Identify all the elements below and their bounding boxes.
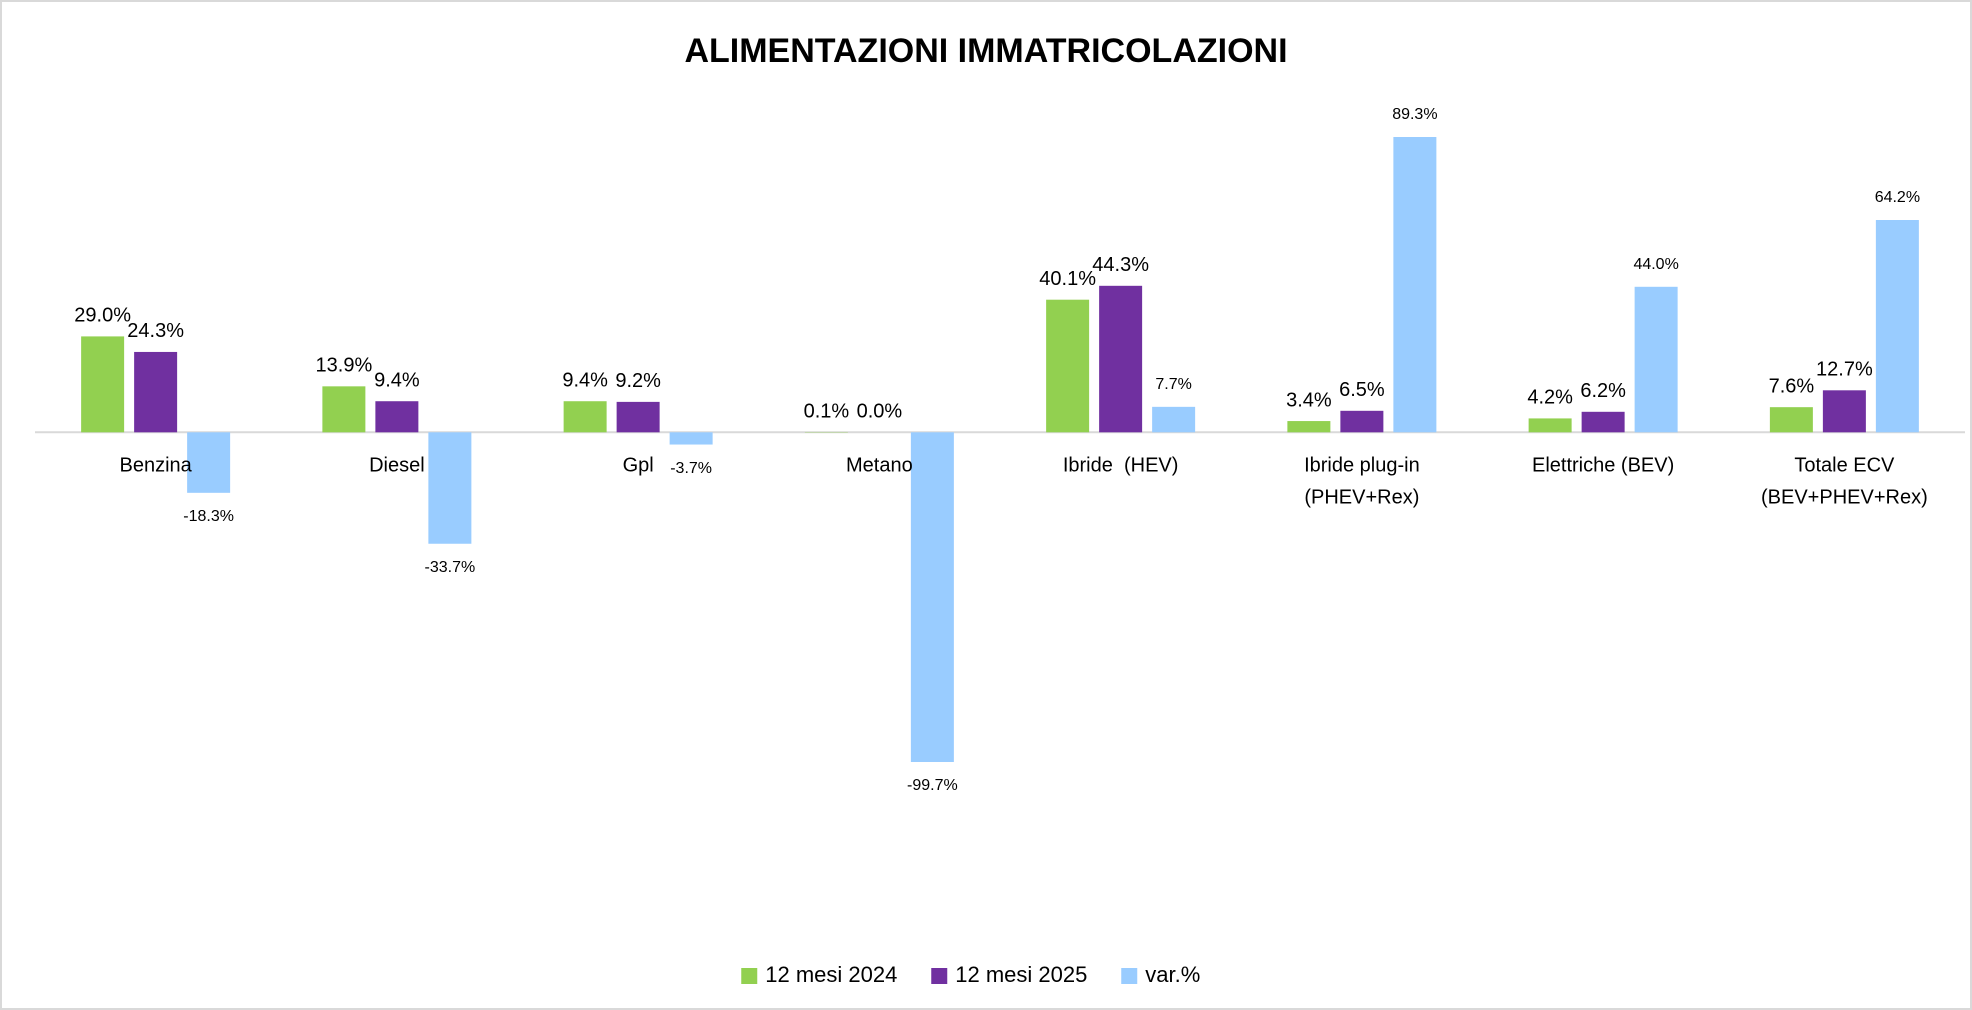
legend-label: var.% <box>1145 962 1200 987</box>
data-label: 9.4% <box>374 370 420 392</box>
x-tick-label: (BEV+PHEV+Rex) <box>1761 486 1928 508</box>
data-label: 6.2% <box>1580 380 1626 402</box>
data-label: 7.6% <box>1769 375 1815 397</box>
x-tick-label: (PHEV+Rex) <box>1304 486 1419 508</box>
data-label: -33.7% <box>425 559 476 576</box>
data-label: 9.4% <box>562 370 608 392</box>
bar <box>1528 418 1572 433</box>
bar <box>375 401 419 433</box>
bar <box>616 401 660 433</box>
legend-swatch <box>1121 968 1138 984</box>
data-label: 40.1% <box>1039 268 1096 290</box>
data-label: 12.7% <box>1816 359 1873 381</box>
bar <box>134 351 178 433</box>
bar <box>1634 286 1678 433</box>
x-tick-label: Gpl <box>623 454 654 476</box>
x-tick-label: Elettriche (BEV) <box>1532 454 1674 476</box>
bar <box>1822 390 1866 433</box>
data-label: 44.3% <box>1092 254 1149 276</box>
bar <box>1769 407 1813 433</box>
legend-label: 12 mesi 2024 <box>765 962 897 987</box>
data-label: 4.2% <box>1527 387 1573 409</box>
data-label: 29.0% <box>74 305 131 327</box>
bar <box>1581 411 1625 433</box>
chart-title: ALIMENTAZIONI IMMATRICOLAZIONI <box>684 32 1287 70</box>
bar <box>669 432 713 445</box>
x-tick-label: Benzina <box>119 454 192 476</box>
bar <box>1340 410 1384 433</box>
x-tick-label: Ibride (HEV) <box>1063 454 1179 476</box>
data-label: -3.7% <box>670 460 712 477</box>
legend-label: 12 mesi 2025 <box>955 962 1087 987</box>
x-tick-label: Ibride plug-in <box>1304 454 1420 476</box>
data-label: 64.2% <box>1875 189 1920 206</box>
data-label: 13.9% <box>316 355 373 377</box>
bar <box>1099 285 1143 433</box>
bar <box>910 432 954 762</box>
bar <box>563 401 607 433</box>
bar <box>1046 299 1090 433</box>
bar <box>1152 406 1196 433</box>
data-label: 6.5% <box>1339 379 1385 401</box>
data-label: 7.7% <box>1155 376 1191 393</box>
bar <box>1875 220 1919 433</box>
bar <box>322 386 366 433</box>
bar <box>187 432 231 493</box>
data-label: 24.3% <box>127 320 184 342</box>
legend-swatch <box>931 968 948 984</box>
data-label: -18.3% <box>183 508 234 525</box>
x-tick-label: Diesel <box>369 454 425 476</box>
data-label: 3.4% <box>1286 389 1332 411</box>
data-label: -99.7% <box>907 777 958 794</box>
data-label: 44.0% <box>1633 256 1678 273</box>
data-label: 9.2% <box>615 370 661 392</box>
bar <box>81 336 125 433</box>
data-label: 0.0% <box>857 401 903 423</box>
data-label: 89.3% <box>1392 106 1437 123</box>
data-label: 0.1% <box>804 400 850 422</box>
bar <box>1287 421 1331 433</box>
bar <box>1393 137 1437 433</box>
x-tick-label: Metano <box>846 454 913 476</box>
x-tick-label: Totale ECV <box>1794 454 1895 476</box>
bar <box>428 432 472 544</box>
legend-swatch <box>741 968 758 984</box>
